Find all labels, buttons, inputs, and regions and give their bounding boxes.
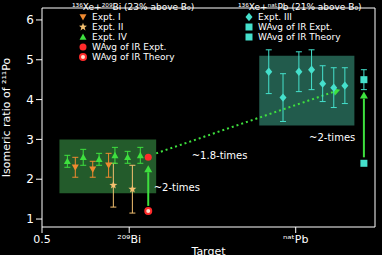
html-text:Expt. IV: Expt. IV <box>92 32 127 42</box>
svg-text:Isomeric ratio of ²¹¹Po: Isomeric ratio of ²¹¹Po <box>8 58 13 178</box>
svg-text:3: 3 <box>26 133 34 147</box>
svg-text:~2-times: ~2-times <box>309 132 355 143</box>
html-text:¹³⁶Xe+²⁰⁹Bi (23% above B₀): ¹³⁶Xe+²⁰⁹Bi (23% above B₀) <box>72 2 195 12</box>
svg-text:²⁰⁹Bi: ²⁰⁹Bi <box>117 233 141 246</box>
svg-text:1: 1 <box>26 212 34 226</box>
svg-text:~1.8-times: ~1.8-times <box>192 150 248 161</box>
html-text:Expt. II: Expt. II <box>92 22 124 32</box>
html-text:WAvg of IR Theory: WAvg of IR Theory <box>258 32 341 42</box>
html-text:WAvg of IR Expt.: WAvg of IR Expt. <box>92 42 167 52</box>
html-text:¹³⁶Xe+ⁿᵃᵗPb (21% above B₀): ¹³⁶Xe+ⁿᵃᵗPb (21% above B₀) <box>238 2 362 12</box>
svg-text:ⁿᵃᵗPb: ⁿᵃᵗPb <box>283 233 309 246</box>
svg-text:4: 4 <box>26 93 34 107</box>
svg-text:6: 6 <box>26 13 34 27</box>
html-text:Expt. III: Expt. III <box>258 12 292 22</box>
svg-text:5: 5 <box>26 53 34 67</box>
html-text:WAvg of IR Expt.: WAvg of IR Expt. <box>258 22 333 32</box>
svg-text:Target: Target <box>190 245 226 255</box>
html-text:Expt. I: Expt. I <box>92 12 121 22</box>
svg-text:0.5: 0.5 <box>33 233 51 246</box>
svg-text:2: 2 <box>26 172 34 186</box>
svg-text:~2-times: ~2-times <box>154 182 200 193</box>
html-text:WAvg of IR Theory: WAvg of IR Theory <box>92 52 175 62</box>
